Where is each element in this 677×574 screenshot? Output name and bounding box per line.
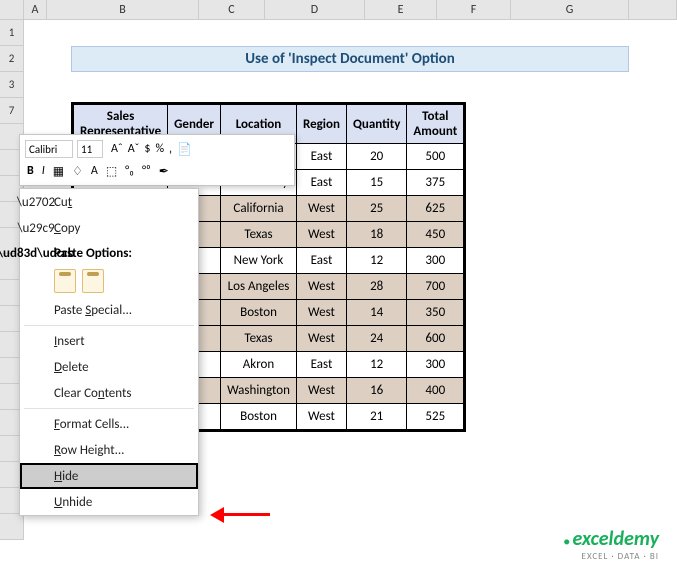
table-cell[interactable]: Texas [221, 222, 297, 248]
table-cell[interactable]: 20 [346, 144, 406, 170]
toolbar-button[interactable]: °⁰ [140, 163, 153, 179]
mini-toolbar: Calibri 11 AˆAˇ$%‚📄 BI▦♢A⬚°₀°⁰✒ [19, 134, 295, 186]
table-cell[interactable]: Los Angeles [221, 274, 297, 300]
table-cell[interactable]: Akron [221, 352, 297, 378]
table-cell[interactable]: East [296, 352, 346, 378]
col-header[interactable] [0, 0, 24, 19]
table-cell[interactable]: Washington [221, 378, 297, 404]
font-name-select[interactable]: Calibri [25, 140, 73, 158]
menu-clear-contents[interactable]: Clear Contents [20, 380, 198, 406]
table-cell[interactable]: 450 [407, 222, 464, 248]
watermark: ● exceldemy EXCEL · DATA · BI [563, 527, 659, 562]
paste-icon[interactable] [54, 269, 76, 293]
context-menu: \u2702Cut \u29c9Copy \ud83d\udccbPaste O… [19, 188, 199, 516]
table-cell[interactable]: 14 [346, 300, 406, 326]
row-header[interactable]: 3 [0, 72, 24, 98]
table-cell[interactable]: 21 [346, 404, 406, 430]
toolbar-button[interactable]: Aˇ [126, 141, 142, 157]
toolbar-button[interactable]: Aˆ [109, 141, 125, 157]
toolbar-button[interactable]: % [153, 141, 166, 157]
table-cell[interactable]: East [296, 144, 346, 170]
paste-options-header: \ud83d\udccbPaste Options: [20, 241, 198, 265]
table-cell[interactable]: 12 [346, 352, 406, 378]
table-cell[interactable]: 28 [346, 274, 406, 300]
row-header[interactable]: 7 [0, 98, 24, 124]
menu-cut[interactable]: \u2702Cut [20, 189, 198, 215]
toolbar-button[interactable]: ♢ [70, 163, 85, 180]
col-header[interactable]: D [265, 0, 365, 19]
row-header[interactable]: 2 [0, 46, 24, 72]
table-cell[interactable]: West [296, 274, 346, 300]
toolbar-button[interactable]: $ [142, 141, 152, 157]
scissors-icon: \u2702 [28, 194, 44, 210]
font-size-select[interactable]: 11 [77, 140, 103, 158]
col-header[interactable] [629, 0, 677, 19]
toolbar-button[interactable]: ⬚ [104, 163, 119, 180]
col-header[interactable]: A [24, 0, 47, 19]
toolbar-button[interactable]: ▦ [51, 163, 66, 180]
menu-format-cells[interactable]: Format Cells... [20, 411, 198, 437]
table-cell[interactable]: California [221, 196, 297, 222]
toolbar-button[interactable]: A [89, 163, 100, 179]
table-cell[interactable]: West [296, 196, 346, 222]
menu-unhide[interactable]: Unhide [20, 489, 198, 515]
table-cell[interactable]: 500 [407, 144, 464, 170]
table-cell[interactable]: West [296, 300, 346, 326]
toolbar-button[interactable]: B [25, 163, 36, 179]
toolbar-button[interactable]: 📄 [175, 141, 194, 158]
table-cell[interactable]: 25 [346, 196, 406, 222]
table-cell[interactable]: 600 [407, 326, 464, 352]
table-cell[interactable]: West [296, 326, 346, 352]
paste-values-icon[interactable] [82, 269, 104, 293]
clipboard-icon: \ud83d\udccb [28, 245, 44, 261]
table-cell[interactable]: 18 [346, 222, 406, 248]
table-header: Quantity [346, 105, 406, 144]
menu-copy[interactable]: \u29c9Copy [20, 215, 198, 241]
table-cell[interactable]: 350 [407, 300, 464, 326]
col-header[interactable]: E [365, 0, 437, 19]
page-title: Use of 'Inspect Document' Option [71, 46, 629, 72]
menu-delete[interactable]: Delete [20, 354, 198, 380]
arrow-annotation [210, 504, 270, 524]
col-header[interactable]: B [47, 0, 199, 19]
menu-paste-special[interactable]: Paste Special... [20, 297, 198, 323]
menu-hide[interactable]: Hide [20, 463, 198, 489]
table-cell[interactable]: 300 [407, 352, 464, 378]
toolbar-button[interactable]: ‚ [167, 141, 174, 157]
table-cell[interactable]: 625 [407, 196, 464, 222]
copy-icon: \u29c9 [28, 220, 44, 236]
table-cell[interactable]: East [296, 248, 346, 274]
toolbar-button[interactable]: °₀ [123, 163, 136, 179]
table-cell[interactable]: 375 [407, 170, 464, 196]
table-cell[interactable]: East [296, 170, 346, 196]
row-header[interactable]: 1 [0, 20, 24, 46]
table-cell[interactable]: Boston [221, 404, 297, 430]
table-cell[interactable]: 12 [346, 248, 406, 274]
table-cell[interactable]: 16 [346, 378, 406, 404]
table-cell[interactable]: 300 [407, 248, 464, 274]
table-cell[interactable]: 700 [407, 274, 464, 300]
table-cell[interactable]: 24 [346, 326, 406, 352]
table-cell[interactable]: 15 [346, 170, 406, 196]
table-cell[interactable]: Texas [221, 326, 297, 352]
col-header[interactable]: F [437, 0, 511, 19]
col-header[interactable]: G [511, 0, 629, 19]
table-cell[interactable]: 525 [407, 404, 464, 430]
table-cell[interactable]: West [296, 378, 346, 404]
table-header: Total Amount [407, 105, 464, 144]
table-cell[interactable]: Boston [221, 300, 297, 326]
row-header[interactable] [0, 514, 24, 540]
table-cell[interactable]: West [296, 404, 346, 430]
table-cell[interactable]: West [296, 222, 346, 248]
table-header: Region [296, 105, 346, 144]
table-cell[interactable]: 400 [407, 378, 464, 404]
menu-row-height[interactable]: Row Height... [20, 437, 198, 463]
col-header[interactable]: C [199, 0, 265, 19]
toolbar-button[interactable]: ✒ [157, 163, 171, 180]
toolbar-button[interactable]: I [40, 163, 47, 179]
menu-insert[interactable]: Insert [20, 328, 198, 354]
table-cell[interactable]: New York [221, 248, 297, 274]
